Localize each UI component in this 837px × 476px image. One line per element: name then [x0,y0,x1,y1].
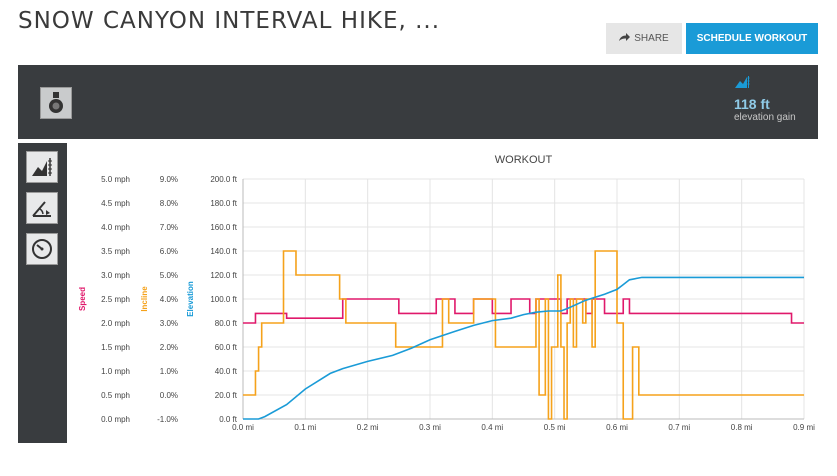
chart-title: WORKOUT [495,154,553,166]
y-tick-label-incline: 1.0% [160,367,178,376]
y-tick-label-speed: 3.0 mph [101,271,130,280]
y-tick-label-speed: 1.5 mph [101,343,130,352]
y-tick-label-speed: 1.0 mph [101,367,130,376]
medal-icon [49,92,63,113]
x-tick-label: 0.7 mi [668,423,690,432]
y-tick-label-elevation: 60.0 ft [215,343,238,352]
y-tick-label-speed: 2.5 mph [101,295,130,304]
workout-chart: WORKOUT 0.0 mi 0.1 mi 0.2 mi 0.3 mi 0.4 mi 0.5… [67,143,818,443]
y-tick-label-elevation: 40.0 ft [215,367,238,376]
y-tick-label-elevation: 120.0 ft [210,271,237,280]
speedometer-icon [32,239,52,259]
page-title: SNOW CANYON INTERVAL HIKE, ... [18,8,441,34]
y-tick-label-incline: 0.0% [160,391,178,400]
y-tick-label-speed: 0.5 mph [101,391,130,400]
y-axis-title-incline: Incline [140,286,149,312]
y-axis-title-speed: Speed [78,287,87,311]
y-tick-label-speed: 5.0 mph [101,175,130,184]
share-label: SHARE [634,33,669,44]
elevation-chart-button[interactable] [26,151,58,183]
y-tick-label-speed: 2.0 mph [101,319,130,328]
x-tick-label: 0.8 mi [731,423,753,432]
y-tick-label-incline: 7.0% [160,223,178,232]
series-line-speed [243,298,804,324]
y-tick-label-speed: 4.0 mph [101,223,130,232]
y-axis-title-elevation: Elevation [186,281,195,317]
x-tick-label: 0.6 mi [606,423,628,432]
elevation-gain-icon [734,76,750,93]
y-tick-label-elevation: 0.0 ft [219,415,238,424]
medal-badge [40,87,72,119]
speed-chart-button[interactable] [26,233,58,265]
y-tick-label-speed: 0.0 mph [101,415,130,424]
workout-banner: 118 ft elevation gain [18,65,818,139]
chart-selector-rail [18,143,67,443]
incline-icon [32,201,51,217]
elevation-gain-value: 118 ft [734,96,770,112]
elevation-chart-icon [32,158,52,176]
x-tick-label: 0.9 mi [793,423,815,432]
x-tick-label: 0.3 mi [419,423,441,432]
y-tick-label-incline: 5.0% [160,271,178,280]
y-tick-label-incline: -1.0% [157,415,178,424]
x-tick-label: 0.0 mi [232,423,254,432]
x-tick-label: 0.4 mi [481,423,503,432]
incline-chart-button[interactable] [26,192,58,224]
y-tick-label-incline: 9.0% [160,175,178,184]
y-tick-label-incline: 8.0% [160,199,178,208]
series-line-incline [243,250,804,420]
elevation-gain-label: elevation gain [734,112,796,123]
series-line-elevation [243,276,804,420]
y-tick-label-speed: 3.5 mph [101,247,130,256]
share-arrow-icon [619,32,631,45]
y-tick-label-elevation: 200.0 ft [210,175,237,184]
y-tick-label-incline: 6.0% [160,247,178,256]
y-tick-label-elevation: 100.0 ft [210,295,237,304]
workout-chart-svg: WORKOUT 0.0 mi 0.1 mi 0.2 mi 0.3 mi 0.4 mi 0.5… [78,154,815,432]
y-tick-label-elevation: 140.0 ft [210,247,237,256]
elevation-gain-stat: 118 ft elevation gain [734,75,796,123]
y-tick-label-elevation: 20.0 ft [215,391,238,400]
y-tick-label-speed: 4.5 mph [101,199,130,208]
share-button[interactable]: SHARE [606,23,682,54]
y-tick-label-elevation: 180.0 ft [210,199,237,208]
y-tick-label-incline: 3.0% [160,319,178,328]
y-tick-label-incline: 4.0% [160,295,178,304]
x-tick-label: 0.5 mi [544,423,566,432]
x-tick-label: 0.1 mi [294,423,316,432]
y-tick-label-elevation: 80.0 ft [215,319,238,328]
x-tick-label: 0.2 mi [357,423,379,432]
schedule-workout-button[interactable]: SCHEDULE WORKOUT [686,23,818,54]
y-tick-label-elevation: 160.0 ft [210,223,237,232]
y-tick-label-incline: 2.0% [160,343,178,352]
